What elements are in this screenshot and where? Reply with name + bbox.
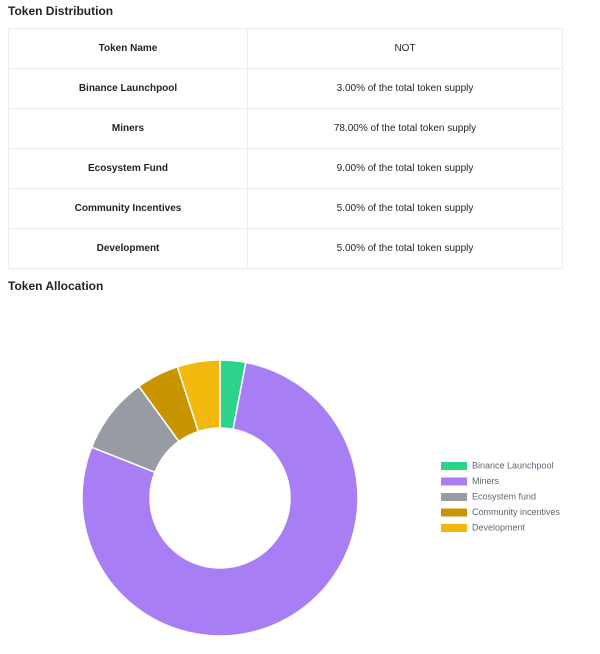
table-cell: Community Incentives — [8, 188, 248, 229]
table-row: Community Incentives 5.00% of the total t… — [8, 188, 563, 229]
section-title: Token Allocation — [8, 279, 104, 293]
legend-label: Binance Launchpool — [472, 460, 554, 470]
legend-label: Development — [472, 522, 526, 532]
table-cell: Ecosystem Fund — [8, 148, 248, 189]
table-cell: 9.00% of the total token supply — [247, 148, 563, 189]
section-title: Token Distribution — [8, 4, 114, 18]
table-cell: Miners — [8, 108, 248, 149]
table-row: Miners 78.00% of the total token supply — [8, 108, 563, 149]
table-cell: 5.00% of the total token supply — [247, 188, 563, 229]
legend-swatch — [441, 508, 467, 517]
table-cell: NOT — [247, 28, 563, 69]
table-cell: 3.00% of the total token supply — [247, 68, 563, 109]
legend-label: Community incentives — [472, 507, 561, 517]
distribution-table: Token Name NOT Binance Launchpool 3.00% of … — [8, 28, 563, 269]
table-row: Token Name NOT — [8, 28, 563, 69]
legend-swatch — [441, 462, 467, 470]
table-cell: Development — [8, 228, 248, 269]
legend-swatch — [441, 477, 467, 486]
table-cell: 78.00% of the total token supply — [247, 108, 563, 149]
table-row: Binance Launchpool 3.00% of the total tok… — [8, 68, 563, 109]
legend-label: Miners — [472, 476, 500, 486]
legend-swatch — [441, 524, 467, 532]
pie-slice — [81, 361, 359, 637]
legend-label: Ecosystem fund — [472, 491, 536, 501]
table-cell: Binance Launchpool — [8, 68, 248, 109]
table-row: Development 5.00% of the total token supp… — [8, 228, 563, 269]
table-cell: 5.00% of the total token supply — [247, 228, 563, 269]
table-row: Ecosystem Fund 9.00% of the total token s… — [8, 148, 563, 189]
chart: Binance Launchpool Miners Ecosystem fund Co… — [81, 359, 561, 637]
table-cell: Token Name — [8, 28, 248, 69]
legend-swatch — [441, 493, 467, 501]
pie-slice — [176, 359, 221, 433]
